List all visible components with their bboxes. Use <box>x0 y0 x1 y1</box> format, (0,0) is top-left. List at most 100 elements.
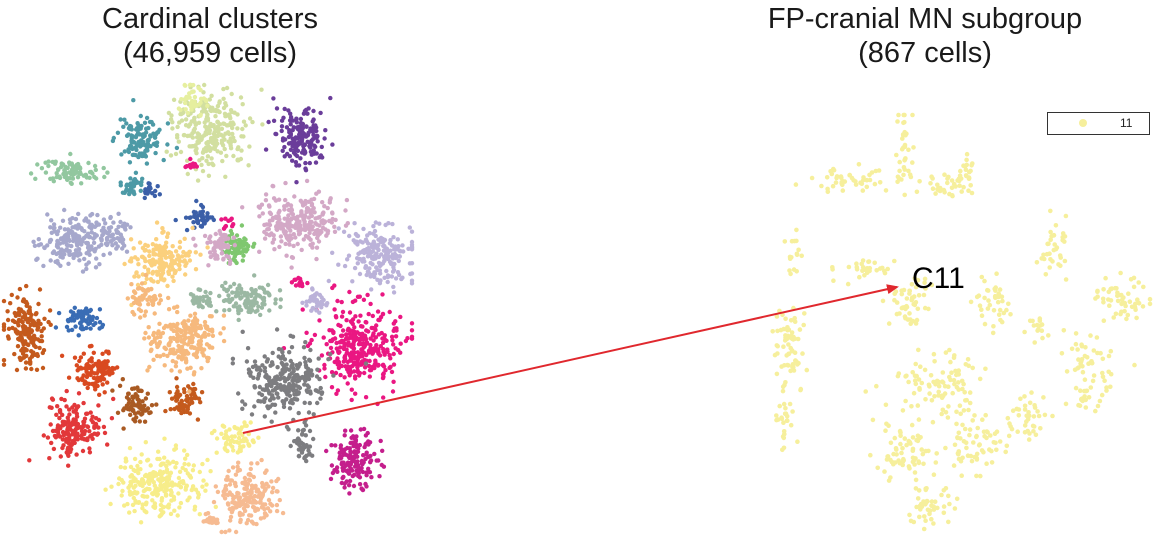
cell-point-2216 <box>146 325 151 330</box>
cell-point-79 <box>247 116 253 121</box>
cell-point-1383 <box>191 164 196 169</box>
cell-point-254 <box>199 162 204 168</box>
cell-point-394 <box>319 144 324 150</box>
cell-point-222 <box>239 148 244 153</box>
cell-point-234 <box>203 145 209 150</box>
cell-point-432 <box>312 143 317 148</box>
subgroup-point-167 <box>872 260 877 266</box>
cell-point-1206 <box>409 328 415 333</box>
subgroup-point-612 <box>918 364 923 370</box>
cell-point-2148 <box>164 240 169 245</box>
cell-point-771 <box>62 252 67 257</box>
cell-point-2395 <box>177 369 183 374</box>
cell-point-444 <box>271 96 276 101</box>
cell-point-1598 <box>21 310 26 315</box>
cell-point-113 <box>243 123 248 128</box>
cell-point-3657 <box>374 458 379 463</box>
cell-point-1335 <box>360 354 365 359</box>
cell-point-674 <box>69 181 74 186</box>
cell-point-2679 <box>245 243 251 248</box>
cell-point-3605 <box>358 427 363 432</box>
cell-point-1602 <box>5 334 11 339</box>
subgroup-point-445 <box>1107 303 1112 309</box>
cell-point-1842 <box>60 412 65 418</box>
cell-point-1976 <box>174 384 180 390</box>
cell-point-2880 <box>330 211 335 216</box>
cell-point-367 <box>294 180 299 185</box>
cell-point-3352 <box>288 358 293 364</box>
cell-point-4161 <box>248 466 253 472</box>
subgroup-point-744 <box>974 473 979 479</box>
cell-point-3880 <box>126 485 131 490</box>
cell-point-1761 <box>47 456 52 461</box>
cell-point-2889 <box>307 230 312 236</box>
cell-point-682 <box>62 169 68 175</box>
cell-point-2961 <box>207 236 212 241</box>
cell-point-1897 <box>57 415 62 421</box>
cell-point-1002 <box>194 198 199 204</box>
cell-point-2849 <box>327 200 332 205</box>
cell-point-893 <box>45 243 50 248</box>
cell-point-813 <box>48 225 53 230</box>
cell-point-1329 <box>360 337 365 342</box>
subgroup-point-495 <box>1100 374 1106 380</box>
cell-point-3887 <box>201 478 206 483</box>
cell-point-2650 <box>240 258 245 263</box>
cell-point-1942 <box>149 403 155 408</box>
cell-point-1270 <box>349 320 354 325</box>
cell-point-2355 <box>147 364 152 370</box>
cell-point-1121 <box>364 320 369 325</box>
subgroup-point-690 <box>984 461 989 467</box>
subgroup-point-585 <box>951 378 957 383</box>
cell-point-3795 <box>173 443 179 448</box>
cell-point-1762 <box>48 422 53 427</box>
subgroup-point-570 <box>932 359 937 364</box>
cell-point-2349 <box>146 335 152 340</box>
cell-point-3233 <box>309 308 314 313</box>
cell-point-2992 <box>213 231 218 237</box>
cell-point-3646 <box>333 443 338 448</box>
cell-point-2167 <box>150 242 155 247</box>
cell-point-2302 <box>194 354 199 360</box>
cell-point-1116 <box>340 309 346 315</box>
cell-point-131 <box>228 116 233 121</box>
cell-point-578 <box>133 127 139 132</box>
cell-point-242 <box>223 103 229 108</box>
subgroup-point-634 <box>912 470 918 475</box>
cell-point-1051 <box>347 310 353 315</box>
subgroup-point-669 <box>916 417 922 422</box>
cell-point-3073 <box>396 272 402 278</box>
cell-point-3670 <box>345 445 350 451</box>
cell-point-2169 <box>149 262 154 267</box>
cell-point-223 <box>260 122 265 127</box>
cell-point-959 <box>116 224 121 229</box>
cell-point-3479 <box>315 400 320 406</box>
subgroup-point-388 <box>1045 241 1050 247</box>
cell-point-627 <box>132 191 137 197</box>
cell-point-1604 <box>29 330 34 335</box>
cell-point-294 <box>189 90 194 95</box>
cell-point-649 <box>93 167 99 173</box>
cell-point-822 <box>36 243 41 248</box>
cell-point-687 <box>79 181 84 186</box>
cell-point-882 <box>47 239 53 245</box>
cell-point-1025 <box>347 289 352 295</box>
cell-point-3814 <box>171 459 176 464</box>
cell-point-2152 <box>169 255 174 260</box>
cell-point-1520 <box>47 308 53 313</box>
subgroup-point-472 <box>1073 331 1079 336</box>
cell-point-950 <box>103 221 108 226</box>
subgroup-point-563 <box>949 370 954 376</box>
cell-point-399 <box>293 160 299 165</box>
cell-point-3487 <box>291 386 296 391</box>
cell-point-1574 <box>1 358 7 363</box>
cell-point-1045 <box>339 314 345 319</box>
subgroup-point-391 <box>1062 258 1068 264</box>
cell-point-1062 <box>364 328 369 333</box>
subgroup-point-74 <box>877 180 883 185</box>
cell-point-710 <box>69 172 74 177</box>
cell-point-1019 <box>198 210 203 215</box>
cell-point-3659 <box>342 481 347 486</box>
subgroup-point-733 <box>971 440 976 445</box>
cell-point-462 <box>301 147 306 153</box>
